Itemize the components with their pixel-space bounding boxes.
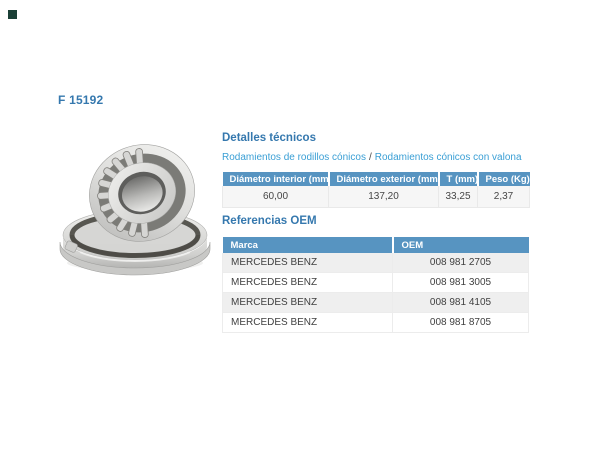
spec-value-weight: 2,37: [477, 186, 530, 208]
oem-row-reference: 008 981 3005: [392, 272, 529, 293]
bearing-cone: [89, 144, 195, 242]
subcategory-link[interactable]: Rodamientos cónicos con valona: [374, 152, 522, 163]
spec-header-outer-diameter: Diámetro exterior (mm): [328, 172, 440, 186]
oem-row-brand: MERCEDES BENZ: [222, 292, 393, 313]
oem-row-brand: MERCEDES BENZ: [222, 312, 393, 333]
spec-value-inner-diameter: 60,00: [222, 186, 329, 208]
spec-header-inner-diameter: Diámetro interior (mm): [222, 172, 330, 186]
oem-header-marca: Marca: [222, 237, 394, 253]
table-row: MERCEDES BENZ 008 981 3005: [222, 272, 529, 293]
spec-value-row: 60,00 137,20 33,25 2,37: [222, 186, 530, 208]
spec-header-t: T (mm): [438, 172, 479, 186]
table-row: MERCEDES BENZ 008 981 4105: [222, 292, 529, 313]
table-row: MERCEDES BENZ 008 981 2705: [222, 253, 529, 273]
oem-row-reference: 008 981 8705: [392, 312, 529, 333]
oem-row-reference: 008 981 4105: [392, 292, 529, 313]
details-panel: Detalles técnicos Rodamientos de rodillo…: [222, 130, 530, 340]
breadcrumb: Rodamientos de rodillos cónicos / Rodamien…: [222, 152, 522, 164]
oem-row-reference: 008 981 2705: [392, 253, 529, 273]
category-link[interactable]: Rodamientos de rodillos cónicos: [222, 152, 366, 163]
tapered-roller-bearing-image: [59, 144, 211, 276]
spec-value-outer-diameter: 137,20: [328, 186, 439, 208]
spec-table: Diámetro interior (mm) Diámetro exterior…: [222, 172, 530, 208]
spec-header-weight: Peso (Kg): [477, 172, 530, 186]
breadcrumb-separator: /: [368, 152, 372, 163]
oem-table: Marca OEM MERCEDES BENZ 008 981 2705 MER…: [222, 237, 529, 333]
corner-mark: [8, 10, 17, 19]
spec-header-row: Diámetro interior (mm) Diámetro exterior…: [222, 172, 530, 186]
table-row: MERCEDES BENZ 008 981 8705: [222, 312, 529, 333]
oem-header-oem: OEM: [392, 237, 529, 253]
oem-references-title: Referencias OEM: [222, 215, 317, 227]
product-photo: [50, 136, 215, 276]
product-code: F 15192: [58, 93, 104, 107]
oem-header-row: Marca OEM: [222, 237, 529, 253]
oem-row-brand: MERCEDES BENZ: [222, 253, 393, 273]
tech-details-title: Detalles técnicos: [222, 132, 316, 144]
oem-row-brand: MERCEDES BENZ: [222, 272, 393, 293]
spec-value-t: 33,25: [438, 186, 478, 208]
